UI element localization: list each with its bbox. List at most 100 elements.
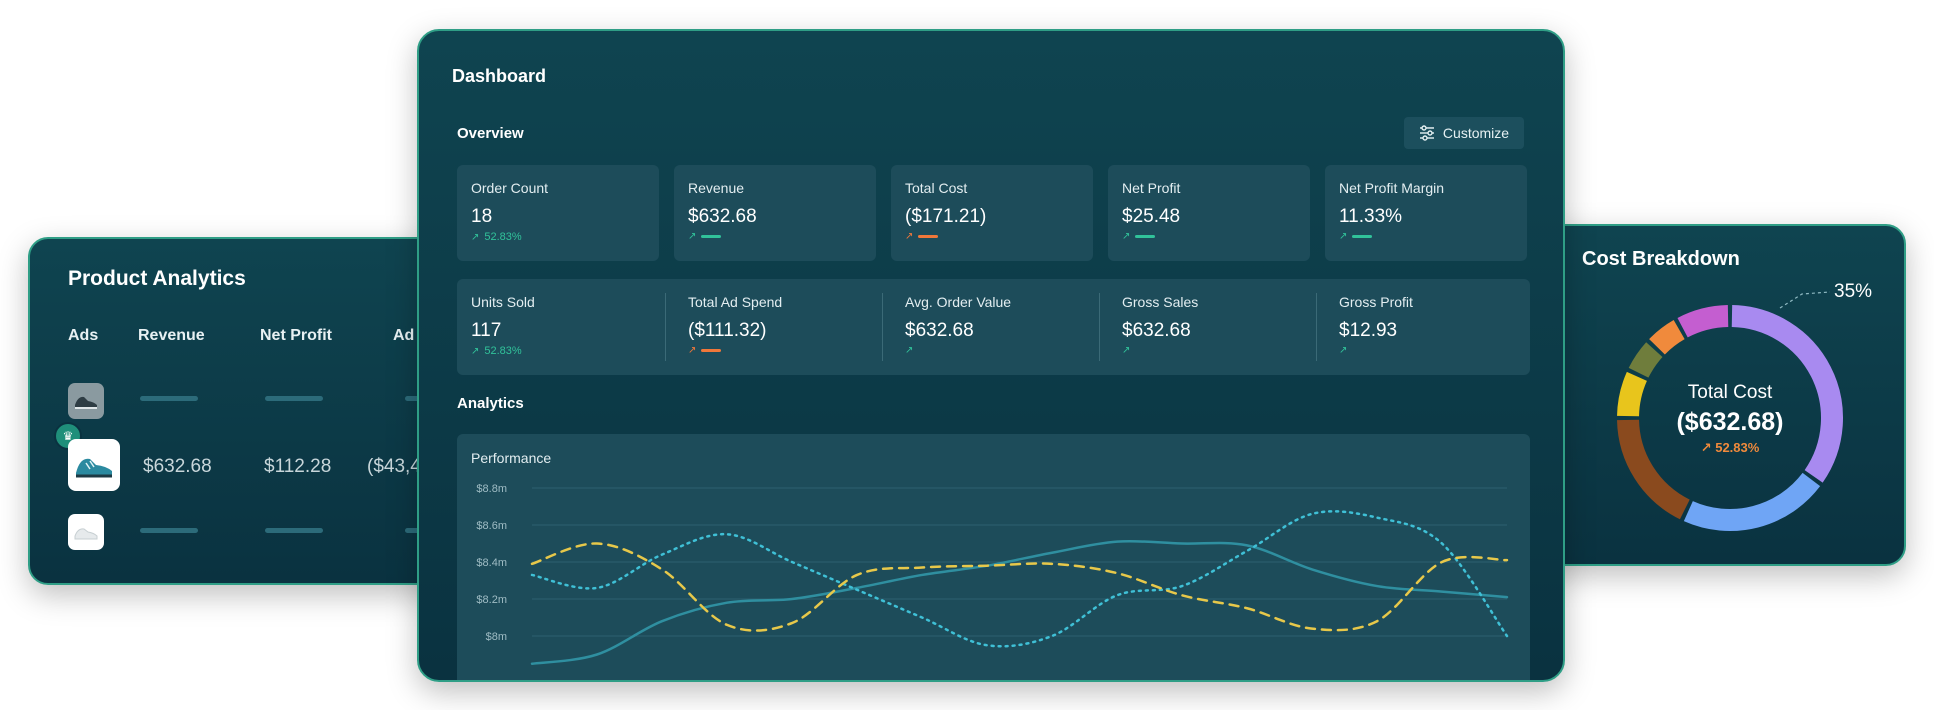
- card-change: 52.83%: [484, 231, 522, 243]
- card-label: Revenue: [688, 180, 745, 196]
- trend-up-icon: ↗: [688, 231, 697, 242]
- analytics-title: Analytics: [457, 395, 524, 412]
- donut-segment[interactable]: [1628, 342, 1663, 378]
- card-total-cost[interactable]: Total Cost ($171.21) ↗: [891, 165, 1093, 261]
- placeholder-bar: [140, 528, 198, 533]
- product-thumbnail-white-shoe[interactable]: [68, 514, 104, 550]
- card-value: 18: [471, 206, 493, 227]
- change-placeholder: [1135, 235, 1156, 238]
- y-tick-label: $8.6m: [476, 520, 507, 532]
- donut-change-text: 52.83%: [1715, 440, 1760, 455]
- metric-gross-profit[interactable]: Gross Profit $12.93 ↗: [1325, 279, 1530, 375]
- card-net-profit-margin[interactable]: Net Profit Margin 11.33% ↗: [1325, 165, 1527, 261]
- metric-label: Avg. Order Value: [905, 294, 1012, 310]
- y-tick-label: $8.4m: [476, 557, 507, 569]
- card-value: ($171.21): [905, 206, 987, 227]
- metric-units-sold[interactable]: Units Sold 117 ↗ 52.83%: [457, 279, 671, 375]
- placeholder-bar: [265, 528, 323, 533]
- column-header-ads[interactable]: Ads: [68, 327, 99, 344]
- customize-label: Customize: [1442, 125, 1510, 141]
- donut-segment[interactable]: [1617, 371, 1648, 417]
- card-revenue[interactable]: Revenue $632.68 ↗: [674, 165, 876, 261]
- donut-center-value: ($632.68): [1676, 408, 1784, 436]
- callout-line: [1779, 291, 1831, 309]
- change-placeholder: [1352, 235, 1373, 238]
- metric-label: Units Sold: [471, 294, 535, 310]
- trend-up-icon: ↗: [905, 231, 914, 242]
- y-tick-label: $8.2m: [476, 594, 507, 606]
- metrics-row: Units Sold 117 ↗ 52.83% Total Ad Spend ($…: [457, 279, 1530, 375]
- trend-up-icon: ↗: [471, 231, 480, 243]
- product-thumbnail-dark-shoe[interactable]: [68, 383, 104, 419]
- metric-value: $12.93: [1339, 320, 1398, 341]
- customize-button[interactable]: Customize: [1404, 117, 1524, 149]
- donut-segment[interactable]: [1683, 472, 1821, 531]
- divider: [1316, 293, 1317, 361]
- column-header-ad-spend[interactable]: Ad: [393, 327, 415, 344]
- cost-breakdown-title: Cost Breakdown: [1582, 248, 1740, 270]
- trend-up-icon: ↗: [905, 345, 914, 356]
- metric-value: $632.68: [905, 320, 974, 341]
- series-line-dashed: [530, 542, 1509, 632]
- dashboard-title: Dashboard: [452, 66, 547, 86]
- donut-center-change: ↗ 52.83%: [1620, 440, 1840, 456]
- sliders-icon: [1419, 125, 1434, 141]
- placeholder-bar: [140, 396, 198, 401]
- card-label: Order Count: [471, 180, 549, 196]
- card-value: $25.48: [1122, 206, 1181, 227]
- divider: [882, 293, 883, 361]
- largest-share-label: 35%: [1834, 281, 1873, 302]
- metric-value: ($111.32): [688, 320, 767, 341]
- metric-change: 52.83%: [484, 345, 522, 357]
- placeholder-bar: [265, 396, 323, 401]
- card-order-count[interactable]: Order Count 18 ↗ 52.83%: [457, 165, 659, 261]
- metric-avg-order-value[interactable]: Avg. Order Value $632.68 ↗: [891, 279, 1105, 375]
- overview-title: Overview: [457, 125, 524, 142]
- card-value: 11.33%: [1339, 206, 1403, 227]
- y-tick-label: $8.8m: [476, 483, 507, 495]
- change-placeholder: [701, 349, 722, 352]
- donut-segment[interactable]: [1677, 305, 1729, 338]
- highlight-row-net-profit: $112.28: [264, 456, 332, 477]
- highlight-row-revenue: $632.68: [143, 456, 212, 477]
- series-line-solid: [530, 539, 1509, 665]
- performance-line-chart: $8.8m $8.6m $8.4m $8.2m $8m: [476, 483, 1509, 665]
- trend-up-icon: ↗: [688, 345, 697, 356]
- metric-label: Total Ad Spend: [688, 294, 783, 310]
- change-placeholder: [701, 235, 722, 238]
- performance-card: Performance $8.8m $8.6m $8.4m $8.2m $8m: [457, 434, 1530, 680]
- highlight-row-ad-spend: ($43,4: [367, 456, 421, 477]
- column-header-revenue[interactable]: Revenue: [138, 327, 205, 344]
- change-placeholder: [918, 235, 939, 238]
- column-header-net-profit[interactable]: Net Profit: [260, 327, 332, 344]
- trend-up-icon: ↗: [1339, 345, 1348, 356]
- divider: [1099, 293, 1100, 361]
- performance-title: Performance: [471, 450, 552, 466]
- card-label: Net Profit: [1122, 180, 1181, 196]
- cost-breakdown-panel: Cost Breakdown 35% Total Cost ($632.68) …: [1498, 224, 1906, 566]
- series-line-dotted: [530, 510, 1509, 648]
- card-label: Net Profit Margin: [1339, 180, 1445, 196]
- metric-gross-sales[interactable]: Gross Sales $632.68 ↗: [1108, 279, 1322, 375]
- trend-up-icon: ↗: [1700, 440, 1712, 455]
- cost-donut-chart: [1617, 291, 1843, 531]
- donut-segment[interactable]: [1731, 305, 1843, 483]
- dashboard-panel: Dashboard Overview Customize Order Count…: [417, 29, 1565, 682]
- donut-segment[interactable]: [1617, 419, 1690, 520]
- metric-total-ad-spend[interactable]: Total Ad Spend ($111.32) ↗: [674, 279, 888, 375]
- trend-up-icon: ↗: [1339, 231, 1348, 242]
- card-value: $632.68: [688, 206, 757, 227]
- donut-center-title: Total Cost: [1687, 382, 1773, 403]
- y-tick-label: $8m: [486, 631, 507, 643]
- product-thumbnail-teal-shoe[interactable]: [68, 439, 120, 491]
- trend-up-icon: ↗: [471, 345, 480, 357]
- donut-segment[interactable]: [1649, 320, 1685, 355]
- trend-up-icon: ↗: [1122, 231, 1131, 242]
- metric-value: $632.68: [1122, 320, 1191, 341]
- product-analytics-title: Product Analytics: [68, 267, 246, 290]
- trend-up-icon: ↗: [1122, 345, 1131, 356]
- metric-label: Gross Profit: [1339, 294, 1413, 310]
- card-label: Total Cost: [905, 180, 968, 196]
- card-net-profit[interactable]: Net Profit $25.48 ↗: [1108, 165, 1310, 261]
- metric-label: Gross Sales: [1122, 294, 1199, 310]
